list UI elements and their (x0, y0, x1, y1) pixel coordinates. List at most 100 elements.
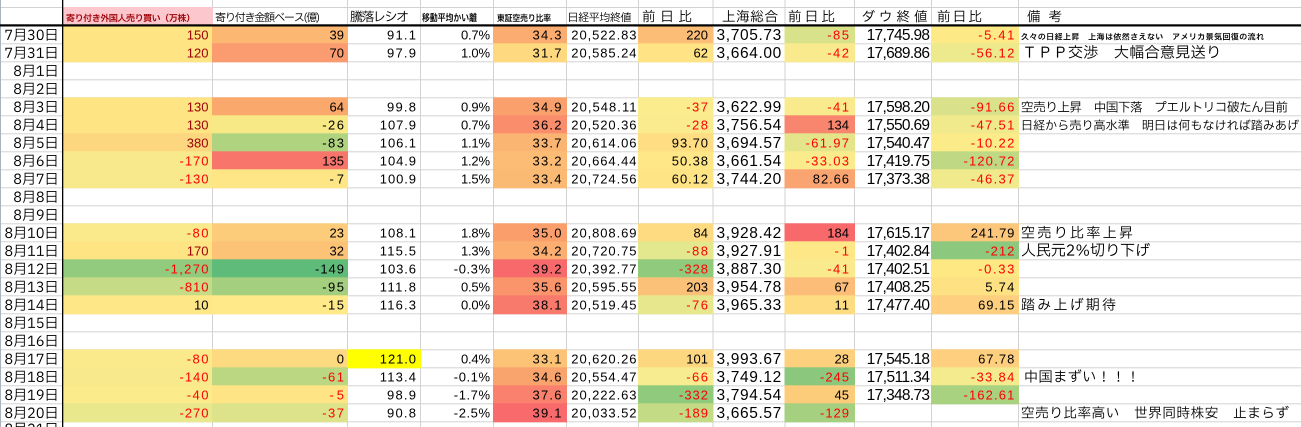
svg-text:-170: -170 (180, 154, 209, 169)
svg-text:-42: -42 (827, 46, 849, 61)
svg-text:31.7: 31.7 (533, 46, 562, 61)
svg-text:-41: -41 (827, 262, 849, 277)
svg-text:-0.33: -0.33 (978, 262, 1014, 277)
svg-text:93.70: 93.70 (672, 136, 708, 151)
svg-text:-66: -66 (686, 370, 708, 385)
svg-text:-85: -85 (827, 28, 849, 43)
svg-text:3,927.91: 3,927.91 (717, 243, 782, 260)
svg-text:1.5%: 1.5% (461, 172, 490, 187)
svg-text:39.2: 39.2 (533, 262, 562, 277)
svg-text:82.66: 82.66 (813, 172, 849, 187)
svg-text:130: 130 (187, 100, 209, 115)
svg-text:70: 70 (330, 46, 345, 61)
svg-text:100.9: 100.9 (380, 172, 416, 187)
svg-text:17,689.86: 17,689.86 (867, 45, 930, 62)
svg-text:3,749.12: 3,749.12 (717, 369, 782, 386)
svg-text:-162.61: -162.61 (964, 388, 1015, 403)
svg-text:3,928.42: 3,928.42 (717, 225, 782, 242)
svg-text:20,392.77: 20,392.77 (571, 262, 636, 277)
svg-text:-189: -189 (679, 406, 708, 421)
svg-text:-1,270: -1,270 (165, 262, 209, 277)
svg-text:34.2: 34.2 (533, 244, 562, 259)
svg-text:20,720.75: 20,720.75 (571, 244, 636, 259)
svg-text:-37: -37 (686, 100, 708, 115)
svg-text:184: 184 (827, 226, 849, 241)
svg-text:0.4%: 0.4% (461, 352, 490, 367)
svg-text:39.1: 39.1 (533, 406, 562, 421)
svg-text:-332: -332 (679, 388, 708, 403)
svg-text:120: 120 (187, 46, 209, 61)
svg-text:17,402.51: 17,402.51 (867, 261, 930, 278)
svg-text:3,664.00: 3,664.00 (717, 45, 782, 62)
svg-text:20,585.24: 20,585.24 (571, 46, 636, 61)
svg-text:-212: -212 (985, 244, 1014, 259)
svg-text:-61: -61 (322, 370, 344, 385)
svg-text:98.9: 98.9 (387, 388, 416, 403)
svg-text:-149: -149 (315, 262, 344, 277)
svg-text:134: 134 (827, 118, 849, 133)
svg-text:-1: -1 (835, 244, 850, 259)
svg-text:-328: -328 (679, 262, 708, 277)
svg-text:97.9: 97.9 (387, 46, 416, 61)
svg-text:17,408.25: 17,408.25 (867, 279, 930, 296)
svg-text:-40: -40 (187, 388, 209, 403)
svg-text:17,615.17: 17,615.17 (867, 225, 930, 242)
svg-text:20,595.55: 20,595.55 (571, 280, 636, 295)
svg-text:17,402.84: 17,402.84 (867, 243, 931, 260)
svg-text:17,511.34: 17,511.34 (867, 369, 931, 386)
svg-text:108.1: 108.1 (380, 226, 416, 241)
svg-text:37.6: 37.6 (533, 388, 562, 403)
svg-text:170: 170 (187, 244, 209, 259)
svg-text:11: 11 (835, 298, 850, 313)
svg-text:0: 0 (337, 352, 344, 367)
svg-text:17,348.73: 17,348.73 (867, 387, 930, 404)
svg-text:20,033.52: 20,033.52 (571, 406, 636, 421)
svg-text:113.4: 113.4 (380, 370, 416, 385)
svg-text:130: 130 (187, 118, 209, 133)
svg-text:-15: -15 (322, 298, 344, 313)
svg-text:33.1: 33.1 (533, 352, 562, 367)
svg-text:103.6: 103.6 (380, 262, 416, 277)
svg-text:-37: -37 (322, 406, 344, 421)
svg-text:3,622.99: 3,622.99 (717, 99, 782, 116)
svg-text:220: 220 (686, 28, 708, 43)
svg-text:3,665.57: 3,665.57 (717, 405, 782, 422)
svg-text:3,794.54: 3,794.54 (717, 387, 782, 404)
svg-text:-810: -810 (180, 280, 209, 295)
svg-text:91.1: 91.1 (387, 28, 416, 43)
svg-text:150: 150 (187, 28, 209, 43)
svg-text:3,756.54: 3,756.54 (717, 117, 782, 134)
svg-text:20,522.83: 20,522.83 (571, 28, 636, 43)
svg-text:33.4: 33.4 (533, 172, 562, 187)
svg-text:0.7%: 0.7% (461, 118, 490, 133)
svg-text:38.1: 38.1 (533, 298, 562, 313)
svg-text:17,545.18: 17,545.18 (867, 351, 930, 368)
svg-text:84: 84 (694, 226, 709, 241)
svg-text:-7: -7 (330, 172, 345, 187)
svg-text:0.0%: 0.0% (461, 298, 490, 313)
svg-text:111.8: 111.8 (380, 280, 416, 295)
svg-text:-88: -88 (686, 244, 708, 259)
svg-text:1.2%: 1.2% (461, 154, 490, 169)
svg-text:106.1: 106.1 (380, 136, 416, 151)
svg-text:17,373.38: 17,373.38 (867, 171, 930, 188)
svg-text:101: 101 (686, 352, 708, 367)
svg-text:20,222.63: 20,222.63 (571, 388, 636, 403)
svg-text:0.9%: 0.9% (461, 100, 490, 115)
svg-text:17,540.47: 17,540.47 (867, 135, 930, 152)
svg-text:28: 28 (835, 352, 850, 367)
svg-text:36.2: 36.2 (533, 118, 562, 133)
svg-text:1.0%: 1.0% (461, 46, 490, 61)
svg-text:0.7%: 0.7% (461, 28, 490, 43)
svg-text:1.3%: 1.3% (461, 244, 490, 259)
svg-text:62: 62 (694, 46, 709, 61)
svg-text:39: 39 (330, 28, 345, 43)
svg-text:20,554.47: 20,554.47 (571, 370, 636, 385)
svg-text:115.5: 115.5 (380, 244, 416, 259)
svg-text:67: 67 (835, 280, 850, 295)
svg-text:-0.3%: -0.3% (454, 262, 491, 277)
svg-text:1.8%: 1.8% (461, 226, 490, 241)
svg-text:23: 23 (330, 226, 345, 241)
svg-text:-245: -245 (820, 370, 849, 385)
svg-text:17,419.75: 17,419.75 (867, 153, 930, 170)
